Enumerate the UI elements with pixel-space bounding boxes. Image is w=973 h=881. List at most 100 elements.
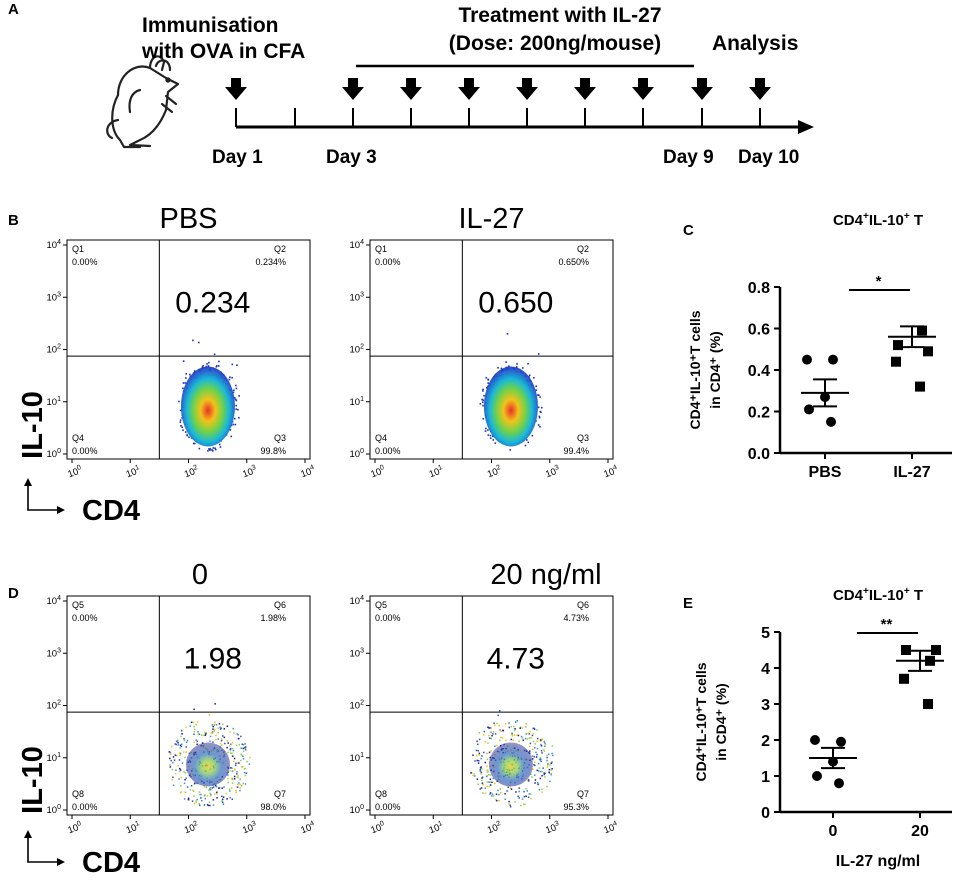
- quadrant-pct-lr: 98.0%: [260, 802, 286, 812]
- quadrant-pct-ur: 0.234%: [255, 257, 286, 267]
- data-point: [826, 416, 836, 427]
- data-point: [915, 381, 925, 392]
- axis-tick-label: 104: [350, 239, 365, 251]
- quadrant-name-ul: Q5: [72, 600, 84, 610]
- quadrant-big-value: 0.650: [478, 286, 553, 319]
- quadrant-name-ur: Q6: [274, 600, 286, 610]
- immunisation-label: Immunisation: [142, 14, 279, 37]
- axis-tick-label: 100: [369, 464, 387, 480]
- mouse-icon: [106, 55, 180, 149]
- axis-tick-label: 104: [602, 820, 620, 836]
- density-blob: [483, 366, 538, 447]
- panel-letter-c: C: [683, 222, 694, 239]
- y-tick-label: 2: [761, 733, 770, 750]
- axis-corner-icon: [27, 836, 58, 863]
- x-tick-label: 20: [911, 823, 929, 840]
- day3-label: Day 3: [326, 147, 377, 168]
- quadrant-pct-ul: 0.00%: [375, 613, 401, 623]
- quadrant-pct-ur: 4.73%: [563, 613, 589, 623]
- quadrant-pct-ll: 0.00%: [375, 802, 401, 812]
- y-tick-label: 1: [761, 769, 770, 786]
- axis-tick-label: 103: [47, 647, 62, 659]
- axis-tick-label: 104: [47, 239, 62, 251]
- axis-tick-label: 100: [47, 804, 62, 816]
- axis-tick-label: 100: [47, 448, 62, 460]
- data-point: [923, 699, 933, 709]
- quadrant-name-ll: Q4: [72, 433, 84, 443]
- axis-tick-label: 102: [350, 344, 365, 356]
- data-point: [828, 354, 838, 365]
- analysis-label: Analysis: [712, 32, 798, 55]
- data-point: [893, 340, 903, 351]
- y-axis-label: CD4⁺IL-10⁺T cells: [693, 662, 709, 781]
- quadrant-name-ll: Q8: [72, 789, 84, 799]
- axis-tick-label: 102: [486, 464, 504, 480]
- axis-tick-label: 104: [350, 595, 365, 607]
- arrow-down-icon: [342, 78, 364, 100]
- data-point: [804, 404, 814, 415]
- arrow-down-icon: [400, 78, 422, 100]
- treatment-label: Treatment with IL-27: [458, 4, 661, 27]
- significance-marker: *: [876, 273, 882, 290]
- quadrant-name-ll: Q8: [375, 789, 387, 799]
- y-axis-label-2: in CD4⁺ (%): [713, 683, 729, 760]
- quadrant-name-lr: Q3: [577, 433, 589, 443]
- flow-plot-il27: IL-27 Q1 0.00% Q2 0.650% Q3 99.4% Q4 0.00% 0.650 1…: [350, 203, 620, 480]
- flow-plot-title: PBS: [159, 203, 217, 235]
- data-point: [923, 346, 933, 357]
- quadrant-name-ur: Q2: [577, 244, 589, 254]
- ova-cfa-label: with OVA in CFA: [141, 40, 305, 63]
- quadrant-pct-lr: 95.3%: [563, 802, 589, 812]
- dose-label: (Dose: 200ng/mouse): [449, 32, 661, 55]
- axis-tick-label: 104: [299, 820, 317, 836]
- dot-plot-c: CD4+IL-10+ T 0.0 0.2 0.4 0.6 0.8 CD4⁺IL-10⁺T c…: [687, 211, 952, 481]
- data-point: [802, 354, 812, 365]
- y-tick-label: 0.0: [748, 446, 770, 463]
- flow-plot-0: 0 Q5 0.00% Q6 1.98% Q7 98.0% Q8 0.00% 1.98 100 100 1…: [47, 559, 317, 836]
- flow-plot-20ngml: 20 ng/ml Q5 0.00% Q6 4.73% Q7 95.3% Q8 0.00% 4.73…: [350, 559, 620, 836]
- axis-tick-label: 103: [241, 464, 259, 480]
- y-tick-label: 0.2: [748, 405, 770, 422]
- quadrant-name-ul: Q5: [375, 600, 387, 610]
- quadrant-pct-ll: 0.00%: [72, 802, 98, 812]
- data-point: [810, 735, 820, 745]
- flow-plot-title: 20 ng/ml: [490, 559, 601, 591]
- axis-tick-label: 103: [241, 820, 259, 836]
- y-axis-label-il10: IL-10: [17, 746, 49, 814]
- axis-corner-icon: [27, 484, 58, 511]
- axis-tick-label: 101: [350, 396, 365, 408]
- axis-tick-label: 104: [47, 595, 62, 607]
- arrow-down-icon: [749, 78, 771, 100]
- event-dots: [470, 709, 554, 808]
- axis-tick-label: 101: [427, 464, 445, 480]
- axis-indicator-b: IL-10 CD4: [17, 391, 140, 527]
- y-axis-label: CD4⁺IL-10⁺T cells: [687, 310, 703, 429]
- flow-plot-frame: [66, 595, 311, 816]
- y-tick-label: 0.8: [748, 280, 770, 297]
- quadrant-name-ur: Q2: [274, 244, 286, 254]
- timeline-ticks: [235, 108, 761, 127]
- right-arrow-icon: [57, 858, 65, 866]
- density-blob: [180, 366, 235, 447]
- axis-tick-label: 100: [369, 820, 387, 836]
- x-axis-label-cd4: CD4: [82, 847, 140, 879]
- quadrant-name-ll: Q4: [375, 433, 387, 443]
- quadrant-name-ur: Q6: [577, 600, 589, 610]
- axis-tick-label: 103: [47, 291, 62, 303]
- x-tick-label: IL-27: [893, 464, 930, 481]
- timeline-arrows: [225, 78, 771, 100]
- y-tick-label: 5: [761, 625, 770, 642]
- axis-tick-label: 101: [47, 752, 62, 764]
- axis-tick-label: 104: [602, 464, 620, 480]
- flow-plot-title: 0: [192, 559, 208, 591]
- arrow-down-icon: [516, 78, 538, 100]
- axis-tick-label: 103: [544, 464, 562, 480]
- axis-tick-label: 103: [350, 647, 365, 659]
- quadrant-name-lr: Q7: [274, 789, 286, 799]
- axis-tick-label: 100: [350, 804, 365, 816]
- right-arrow-icon: [57, 506, 65, 514]
- day1-label: Day 1: [212, 147, 263, 168]
- data-point: [901, 645, 911, 655]
- arrow-down-icon: [632, 78, 654, 100]
